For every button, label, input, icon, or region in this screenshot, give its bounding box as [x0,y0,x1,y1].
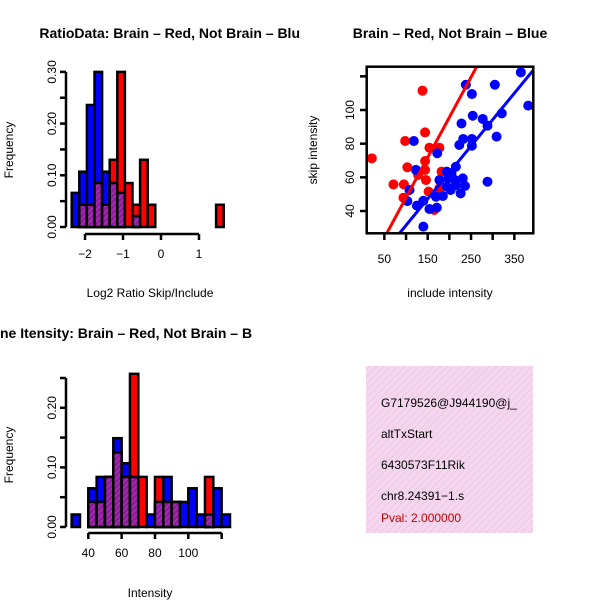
intensity-histogram: ne Itensity: Brain – Red, Not Brain – B … [0,325,252,600]
scatter-point-not-brain [454,140,465,151]
scatter-point-brain [366,153,377,164]
scatter-xlabel: include intensity [407,286,492,300]
intensity-bar-not-brain [220,513,232,529]
scatter-point-brain [417,85,428,96]
intensity-y-tick-label: 0.00 [45,515,59,539]
info-panel-background [366,366,533,533]
scatter-point-not-brain [456,118,467,129]
scatter-y-tick-label: 100 [343,100,357,120]
ratio-bar-brain [138,158,149,229]
scatter-title: Brain – Red, Not Brain – Blue [353,25,548,41]
intensity-bar-overlap [153,500,165,529]
scatter-point-not-brain [437,191,448,202]
intensity-bar-overlap [128,475,140,529]
intensity-bar-overlap [95,500,107,529]
scatter-point-not-brain [431,202,442,213]
ratio-y-tick-label: 0.10 [45,163,59,187]
ratio-x-tick-label: 1 [196,247,203,261]
intensity-bar-not-brain [70,513,82,529]
scatter-ylabel: skip intensity [306,116,320,185]
scatter-x-tick-label: 50 [378,252,392,266]
info-panel: G7179526@J944190@j_ altTxStart 6430573F1… [366,366,533,533]
scatter-y-tick-label: 80 [343,137,357,151]
intensity-bar-not-brain [187,487,198,529]
intensity-x-tick-label: 80 [148,546,162,560]
scatter-point-not-brain [489,79,500,90]
scatter-frame [365,65,535,235]
scatter-point-not-brain [424,203,435,214]
scatter-point-not-brain [455,188,466,199]
info-location: chr8.24391−1.s [381,489,464,503]
ratio-histogram-xlabel: Log2 Ratio Skip/Include [87,286,214,300]
scatter-point-brain [388,179,399,190]
intensity-y-tick-label: 0.10 [45,455,59,479]
intensity-bar-overlap [87,500,98,529]
ratio-y-tick-label: 0.30 [45,60,59,84]
intensity-y-tick-label: 0.20 [45,396,59,420]
scatter-point-brain [400,135,411,146]
scatter-point-not-brain [466,89,477,100]
intensity-bar-overlap [103,475,115,529]
scatter-y-tick-label: 60 [343,170,357,184]
info-pval: Pval: 2.000000 [381,511,461,525]
intensity-bar-not-brain [195,513,207,529]
intensity-bar-not-brain [178,500,190,529]
ratio-histogram: RatioData: Brain – Red, Not Brain – Blu … [2,25,300,300]
scatter-x-tick-label: 150 [418,252,438,266]
info-gene: 6430573F11Rik [381,458,466,472]
regression-line-not-brain [397,68,534,234]
ratio-x-tick-label: −2 [78,247,92,261]
scatter-point-not-brain [457,173,468,184]
intensity-bar-overlap [162,500,173,529]
scatter-x-tick-label: 350 [504,252,524,266]
scatter-x-tick-label: 250 [461,252,481,266]
intensity-x-tick-label: 40 [82,546,96,560]
scatter-point-not-brain [482,176,493,187]
scatter-point-not-brain [445,184,456,195]
ratio-histogram-title: RatioData: Brain – Red, Not Brain – Blu [39,25,300,41]
info-id: G7179526@J944190@j_ [381,396,517,410]
intensity-bar-overlap [203,513,215,529]
scatter-y-tick-label: 40 [343,204,357,218]
ratio-x-tick-label: −1 [116,247,130,261]
intensity-bar-brain [137,475,148,529]
intensity-scatter: Brain – Red, Not Brain – Blue include in… [306,25,548,300]
scatter-point-not-brain [408,135,419,146]
scatter-point-brain [420,175,431,186]
scatter-point-not-brain [523,100,534,111]
ratio-y-tick-label: 0.00 [45,215,59,239]
intensity-bar-overlap [112,451,123,529]
info-event-type: altTxStart [381,427,433,441]
intensity-histogram-xlabel: Intensity [128,586,173,600]
ratio-bar-brain [146,203,157,229]
scatter-point-not-brain [459,180,470,191]
scatter-point-not-brain [418,221,429,232]
scatter-point-brain [402,162,413,173]
intensity-bar-not-brain [212,487,223,529]
ratio-histogram-ylabel: Frequency [2,122,16,179]
scatter-point-not-brain [432,148,443,159]
intensity-bar-not-brain [145,513,157,529]
intensity-histogram-ylabel: Frequency [2,427,16,484]
intensity-x-tick-label: 100 [178,546,198,560]
intensity-histogram-title: ne Itensity: Brain – Red, Not Brain – B [0,325,252,341]
intensity-bar-overlap [170,500,182,529]
ratio-bar-brain [214,203,225,229]
scatter-point-brain [420,127,431,138]
scatter-plot-area [366,66,534,234]
scatter-point-not-brain [515,67,526,78]
regression-line-brain [385,66,479,234]
intensity-x-tick-label: 60 [115,546,129,560]
ratio-x-tick-label: 0 [158,247,165,261]
scatter-point-not-brain [467,110,478,121]
ratio-y-tick-label: 0.20 [45,112,59,136]
intensity-bar-overlap [120,475,132,529]
scatter-point-not-brain [491,131,502,142]
